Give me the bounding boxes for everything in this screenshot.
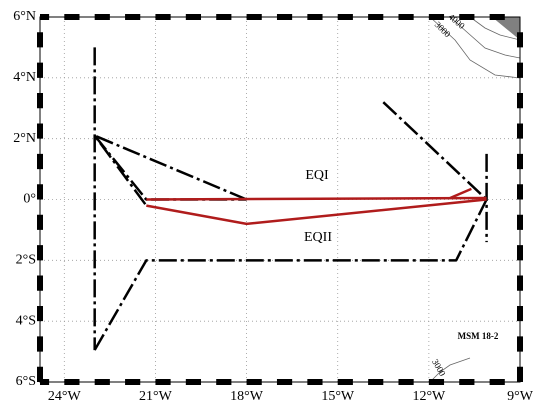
y-tick-label: 6°S	[16, 374, 36, 389]
y-tick-label: 2°S	[16, 253, 36, 268]
y-tick-label: 2°N	[13, 131, 36, 146]
x-tick-label: 9°W	[507, 389, 534, 404]
contour-label: 3000	[430, 357, 448, 378]
map-label: EQI	[305, 168, 329, 183]
y-tick-label: 6°N	[13, 9, 36, 24]
ship-track	[93, 198, 488, 351]
ship-track	[146, 196, 487, 201]
ship-track	[382, 101, 488, 201]
contours	[429, 16, 521, 383]
ship-track	[449, 187, 472, 200]
x-tick-label: 18°W	[230, 389, 264, 404]
y-tick-label: 4°S	[16, 313, 36, 328]
x-tick-label: 24°W	[48, 389, 82, 404]
x-tick-label: 12°W	[412, 389, 446, 404]
y-tick-label: 0°	[23, 192, 36, 207]
map-label: EQII	[304, 230, 332, 245]
x-tick-label: 21°W	[139, 389, 173, 404]
land	[492, 17, 520, 40]
contour-label: 3000	[433, 19, 453, 39]
ship-track	[146, 198, 487, 226]
ship-track	[93, 134, 248, 207]
y-tick-label: 4°N	[13, 70, 36, 85]
map-label: MSM 18-2	[458, 331, 499, 341]
x-tick-label: 15°W	[321, 389, 355, 404]
